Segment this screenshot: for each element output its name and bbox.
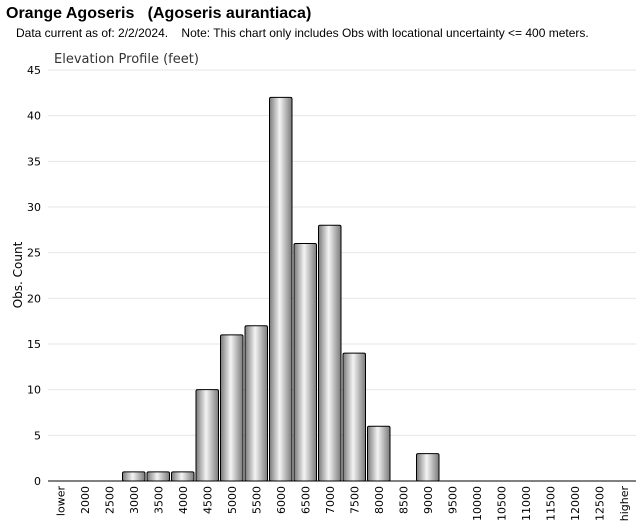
bar-4000 — [171, 471, 195, 482]
y-tick-label: 40 — [27, 110, 41, 123]
x-tick-label: 6500 — [299, 486, 312, 514]
x-tick-label: 9000 — [422, 486, 435, 514]
x-tick-label: 4000 — [177, 486, 190, 514]
y-axis-title: Obs. Count — [11, 241, 25, 308]
y-tick-label: 45 — [27, 64, 41, 77]
x-tick-label: 11000 — [520, 486, 533, 521]
x-tick-label: 12000 — [569, 486, 582, 521]
bar-7500 — [342, 352, 366, 482]
bar-6000 — [269, 96, 293, 482]
y-tick-label: 15 — [27, 338, 41, 351]
y-tick-label: 20 — [27, 292, 41, 305]
bar-8000 — [367, 425, 391, 482]
bars — [122, 96, 440, 482]
x-tick-label: 5500 — [250, 486, 263, 514]
y-tick-label: 0 — [34, 475, 41, 488]
y-tick-label: 35 — [27, 155, 41, 168]
page-title: Orange Agoseris (Agoseris aurantiaca) — [6, 5, 312, 22]
y-axis-ticks: 0 5 10 15 20 25 30 35 40 45 — [27, 64, 41, 488]
bar-7000 — [318, 224, 342, 482]
y-tick-label: 10 — [27, 384, 41, 397]
chart-title: Elevation Profile (feet) — [54, 52, 199, 67]
x-tick-label: 7500 — [348, 486, 361, 514]
x-tick-label: 9500 — [446, 486, 459, 514]
x-tick-label: 6000 — [275, 486, 288, 514]
x-axis-ticks: lower 2000 2500 3000 3500 4000 4500 5000 5500 600… — [54, 486, 631, 522]
x-tick-label: 2500 — [103, 486, 116, 514]
y-tick-label: 5 — [34, 429, 41, 442]
x-tick-label: 2000 — [79, 486, 92, 514]
x-tick-label: lower — [54, 486, 67, 517]
bar-5500 — [244, 325, 268, 482]
bar-3500 — [146, 471, 170, 482]
x-tick-label: 4500 — [201, 486, 214, 514]
x-tick-label: 11500 — [544, 486, 557, 521]
x-tick-label: 3000 — [128, 486, 141, 514]
bar-3000 — [122, 471, 146, 482]
y-tick-label: 30 — [27, 201, 41, 214]
bar-6500 — [293, 243, 317, 482]
bar-9000 — [416, 453, 440, 482]
grid-lines — [48, 69, 636, 436]
x-tick-label: 10000 — [471, 486, 484, 521]
x-tick-label: 8500 — [397, 486, 410, 514]
x-tick-label: 12500 — [593, 486, 606, 521]
bar-4500 — [195, 389, 219, 482]
data-note: Data current as of: 2/2/2024. Note: This… — [16, 26, 589, 40]
x-tick-label: 7000 — [324, 486, 337, 514]
x-tick-label: higher — [618, 486, 631, 522]
y-tick-label: 25 — [27, 247, 41, 260]
x-tick-label: 5000 — [226, 486, 239, 514]
x-tick-label: 3500 — [152, 486, 165, 514]
x-tick-label: 10500 — [495, 486, 508, 521]
bar-5000 — [220, 334, 244, 482]
x-tick-label: 8000 — [373, 486, 386, 514]
